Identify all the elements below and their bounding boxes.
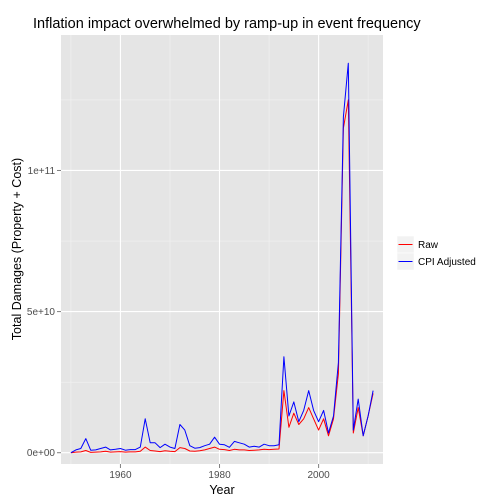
grid-major xyxy=(61,35,383,464)
grid-minor xyxy=(61,35,383,464)
x-axis: 1960 1980 2000 xyxy=(109,464,330,481)
legend-label: Raw xyxy=(418,240,439,251)
legend-label: CPI Adjusted xyxy=(418,257,476,268)
x-tick-label: 1980 xyxy=(208,470,231,481)
legend: Raw CPI Adjusted xyxy=(396,235,476,271)
y-tick-label: 0e+00 xyxy=(27,448,56,459)
y-axis-title: Total Damages (Property + Cost) xyxy=(10,158,24,340)
series-line-raw xyxy=(70,99,374,454)
series-lines xyxy=(70,62,374,454)
y-tick-label: 1e+11 xyxy=(28,166,56,177)
series-line-cpi-adjusted xyxy=(70,62,374,454)
x-tick-label: 1960 xyxy=(109,470,132,481)
y-tick-label: 5e+10 xyxy=(27,307,56,318)
x-tick-label: 2000 xyxy=(307,470,330,481)
x-axis-title: Year xyxy=(209,483,234,497)
y-axis: 0e+00 5e+10 1e+11 xyxy=(27,166,61,459)
chart-title: Inflation impact overwhelmed by ramp-up … xyxy=(33,16,421,32)
plot-panel xyxy=(61,35,383,464)
